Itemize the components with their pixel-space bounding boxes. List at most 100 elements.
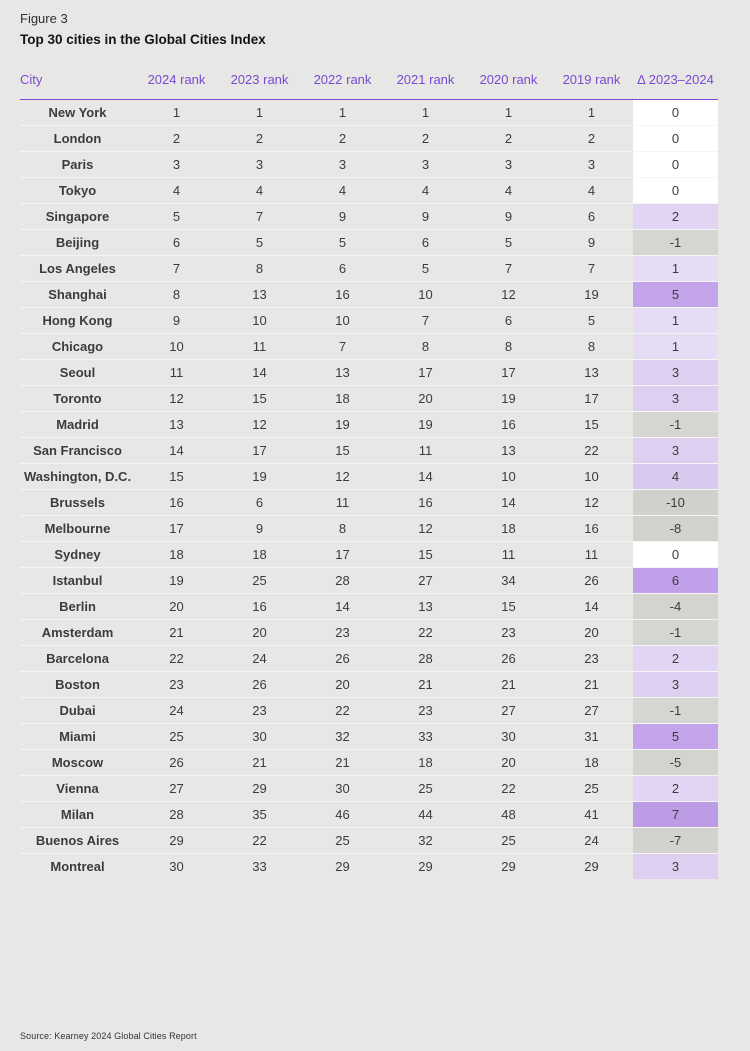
rank-value: 4 [550, 177, 633, 204]
city-name: Berlin [20, 593, 135, 620]
rank-value: 7 [218, 203, 301, 230]
rank-value: 1 [301, 99, 384, 126]
rank-value: 29 [218, 775, 301, 802]
delta-value: -1 [633, 411, 718, 438]
column-header-2020-rank: 2020 rank [467, 71, 550, 100]
city-name: Toronto [20, 385, 135, 412]
rank-value: 12 [218, 411, 301, 438]
rank-value: 28 [135, 801, 218, 828]
city-name: Sydney [20, 541, 135, 568]
rank-value: 22 [467, 775, 550, 802]
rank-value: 10 [301, 307, 384, 334]
rank-value: 44 [384, 801, 467, 828]
rank-value: 35 [218, 801, 301, 828]
rank-value: 24 [550, 827, 633, 854]
city-name: Seoul [20, 359, 135, 386]
rank-value: 11 [550, 541, 633, 568]
rank-value: 29 [135, 827, 218, 854]
rank-value: 1 [218, 99, 301, 126]
rank-value: 15 [301, 437, 384, 464]
table-row: Washington, D.C. 15 19 12 14 10 10 4 [20, 463, 718, 490]
rank-value: 27 [135, 775, 218, 802]
rank-value: 2 [218, 125, 301, 152]
rank-value: 33 [252, 858, 267, 874]
table-row: Madrid 13 12 19 19 16 15 -1 [20, 411, 718, 438]
rank-value: 14 [467, 489, 550, 516]
rank-value: 2 [135, 125, 218, 152]
table-row: Dubai 24 23 22 23 27 27 -1 [20, 697, 718, 724]
rank-value: 20 [384, 385, 467, 412]
delta-value: 3 [633, 671, 718, 698]
rank-value: 18 [467, 515, 550, 542]
rank-value: 46 [301, 801, 384, 828]
rank-value: 4 [218, 177, 301, 204]
rank-value: 27 [384, 567, 467, 594]
rank-value: 30 [301, 775, 384, 802]
rank-value: 3 [384, 151, 467, 178]
rank-value: 21 [384, 671, 467, 698]
delta-value: -8 [633, 515, 718, 542]
rank-value: 17 [467, 359, 550, 386]
rank-value: 24 [218, 645, 301, 672]
delta-value: 3 [633, 853, 718, 879]
rank-value: 12 [301, 463, 384, 490]
rank-value: 8 [550, 333, 633, 360]
rank-value: 26 [218, 671, 301, 698]
rank-value: 4 [135, 177, 218, 204]
column-header-2024-rank: 2024 rank [135, 71, 218, 100]
rank-value: 14 [218, 359, 301, 386]
column-header-2022-rank: 2022 rank [301, 71, 384, 100]
table-row: Buenos Aires 29 22 25 32 25 24 -7 [20, 827, 718, 854]
table-row: Chicago 10 11 7 8 8 8 1 [20, 333, 718, 360]
rank-value: 3 [467, 151, 550, 178]
rank-value: 1 [467, 99, 550, 126]
rank-value: 16 [135, 489, 218, 516]
delta-value: -7 [633, 827, 718, 854]
rank-value: 27 [467, 697, 550, 724]
rank-value: 13 [467, 437, 550, 464]
rank-value: 2 [301, 125, 384, 152]
rank-value: 9 [218, 515, 301, 542]
delta-value: 0 [633, 99, 718, 126]
table-row: Moscow 26 21 21 18 20 18 -5 [20, 749, 718, 776]
city-name: Vienna [20, 775, 135, 802]
table-row: Amsterdam 21 20 23 22 23 20 -1 [20, 619, 718, 646]
delta-value: 3 [633, 437, 718, 464]
rank-value: 3 [135, 151, 218, 178]
table-row: Hong Kong 9 10 10 7 6 5 1 [20, 307, 718, 334]
rank-value: 22 [384, 619, 467, 646]
rank-value: 5 [301, 229, 384, 256]
city-name: Miami [20, 723, 135, 750]
delta-value: 0 [633, 541, 718, 568]
rank-value: 3 [218, 151, 301, 178]
rank-value: 17 [550, 385, 633, 412]
rank-value: 2 [550, 125, 633, 152]
rank-value: 16 [218, 593, 301, 620]
delta-value: 1 [633, 307, 718, 334]
rank-value: 12 [384, 515, 467, 542]
rank-value: 20 [135, 593, 218, 620]
table-row: Seoul 11 14 13 17 17 13 3 [20, 359, 718, 386]
delta-value: 3 [633, 385, 718, 412]
rank-value: 18 [550, 749, 633, 776]
rank-value: 8 [384, 333, 467, 360]
rank-value: 18 [135, 541, 218, 568]
delta-value: -4 [633, 593, 718, 620]
rank-value: 14 [135, 437, 218, 464]
rank-value: 4 [467, 177, 550, 204]
rank-value: 11 [384, 437, 467, 464]
table-row: Melbourne 17 9 8 12 18 16 -8 [20, 515, 718, 542]
table-row: Toronto 12 15 18 20 19 17 3 [20, 385, 718, 412]
delta-value: 1 [633, 255, 718, 282]
rank-value: 3 [301, 151, 384, 178]
rank-value: 29 [418, 858, 433, 874]
city-name: Barcelona [20, 645, 135, 672]
table-row: Boston 23 26 20 21 21 21 3 [20, 671, 718, 698]
rank-value: 8 [467, 333, 550, 360]
table-row: London 2 2 2 2 2 2 0 [20, 125, 718, 152]
column-header-delta-2023-2024: Δ 2023–2024 [633, 71, 718, 100]
rank-value: 15 [218, 385, 301, 412]
city-name: Singapore [20, 203, 135, 230]
rank-value: 15 [467, 593, 550, 620]
